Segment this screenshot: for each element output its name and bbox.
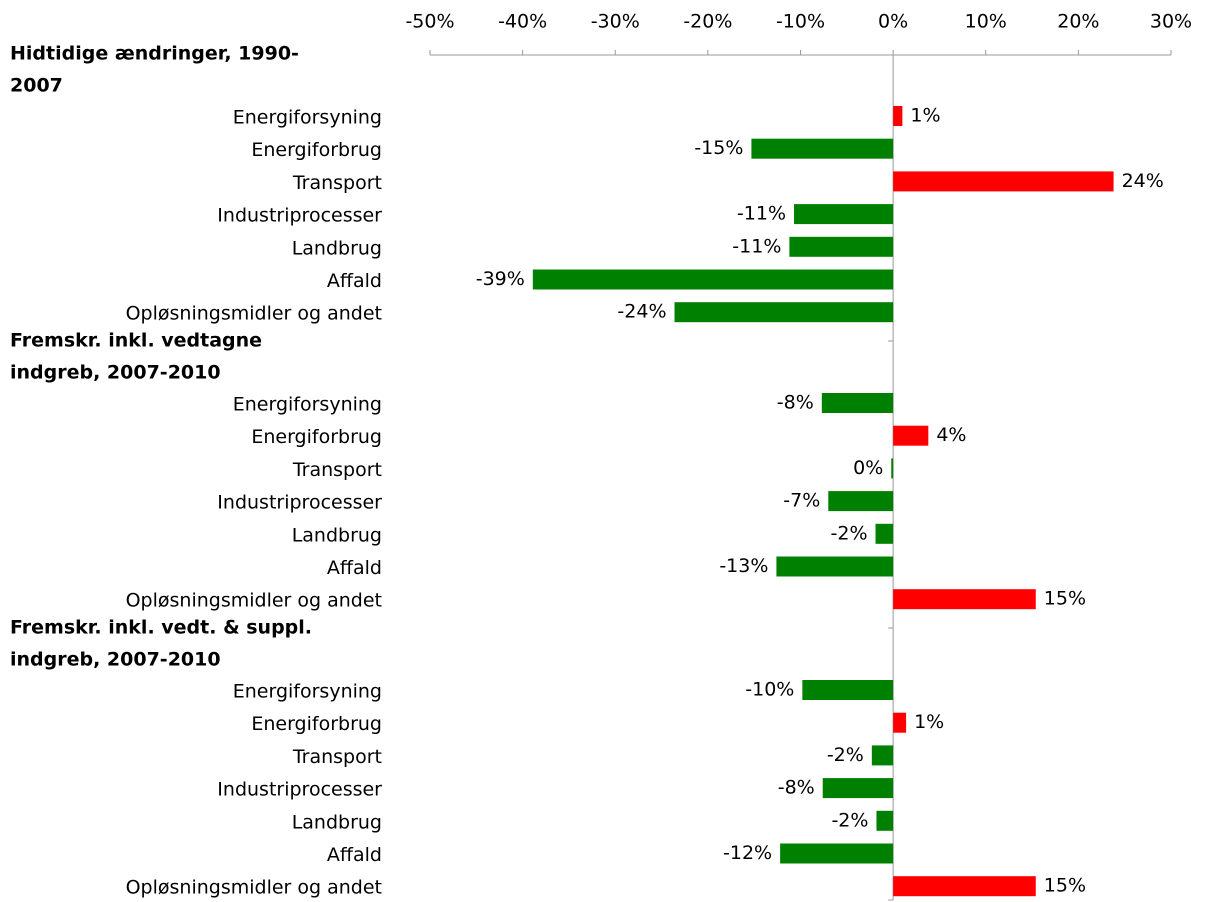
x-tick-label: -30% [591, 11, 640, 33]
value-label: -39% [476, 268, 525, 290]
value-label: -7% [783, 490, 820, 512]
bar [893, 712, 907, 733]
x-tick-label: -50% [405, 11, 454, 33]
value-label: -11% [737, 203, 786, 225]
category-label: Opløsningsmidler og andet [126, 303, 382, 325]
category-label: Energiforsyning [233, 681, 382, 703]
value-label: -11% [732, 235, 781, 257]
x-tick-label: 10% [965, 11, 1007, 33]
category-label: Transport [292, 172, 382, 194]
category-label: Landbrug [292, 524, 382, 546]
value-label: 1% [910, 105, 940, 127]
bar [893, 589, 1036, 610]
category-label: Affald [327, 270, 382, 292]
category-label: Opløsningsmidler og andet [126, 877, 382, 899]
value-label: -24% [617, 301, 666, 323]
category-label: Energiforbrug [251, 713, 382, 735]
bar [751, 138, 894, 159]
bar [891, 458, 894, 479]
x-tick-label: 20% [1057, 11, 1099, 33]
category-label: Energiforbrug [251, 139, 382, 161]
bar [871, 745, 894, 766]
category-label: Energiforsyning [233, 394, 382, 416]
group-title: indgreb, 2007-2010 [10, 649, 221, 671]
category-label: Industriprocesser [217, 492, 382, 514]
category-label: Transport [292, 459, 382, 481]
category-label: Affald [327, 844, 382, 866]
category-label: Affald [327, 557, 382, 579]
bar [893, 425, 929, 446]
category-label: Industriprocesser [217, 205, 382, 227]
value-label: -2% [827, 744, 864, 766]
group-title: Fremskr. inkl. vedtagne [10, 330, 262, 352]
value-label: 0% [853, 457, 883, 479]
bar [822, 778, 894, 799]
group-title: Fremskr. inkl. vedt. & suppl. [10, 617, 312, 639]
group-title: indgreb, 2007-2010 [10, 362, 221, 384]
category-label: Landbrug [292, 811, 382, 833]
category-label: Opløsningsmidler og andet [126, 590, 382, 612]
x-tick-label: -20% [683, 11, 732, 33]
value-label: -2% [831, 809, 868, 831]
value-label: -12% [723, 842, 772, 864]
category-label: Transport [292, 746, 382, 768]
value-label: 1% [914, 711, 944, 733]
x-tick-label: 30% [1150, 11, 1192, 33]
group-title: 2007 [10, 75, 63, 97]
value-label: 15% [1044, 875, 1086, 897]
bar [875, 523, 894, 544]
value-label: 24% [1122, 170, 1164, 192]
value-label: 15% [1044, 588, 1086, 610]
value-label: -15% [694, 137, 743, 159]
bar [893, 876, 1036, 897]
bar [532, 269, 894, 290]
bar [794, 204, 894, 225]
bar [780, 843, 894, 864]
bar [893, 106, 903, 126]
value-label: -10% [745, 679, 794, 701]
category-label: Energiforbrug [251, 426, 382, 448]
bar [789, 236, 894, 257]
bar [821, 393, 894, 413]
bar [776, 556, 894, 577]
bar [893, 171, 1114, 192]
bar [802, 680, 894, 700]
value-label: -2% [831, 522, 868, 544]
bar [828, 491, 894, 512]
category-label: Energiforsyning [233, 107, 382, 129]
value-label: -8% [777, 392, 814, 414]
value-label: -13% [719, 555, 768, 577]
bar [674, 302, 894, 323]
category-label: Landbrug [292, 237, 382, 259]
value-label: 4% [936, 424, 966, 446]
value-label: -8% [778, 777, 815, 799]
group-title: Hidtidige ændringer, 1990- [10, 43, 299, 65]
category-label: Industriprocesser [217, 779, 382, 801]
bar [876, 810, 894, 831]
x-tick-label: -10% [776, 11, 825, 33]
x-tick-label: 0% [878, 11, 908, 33]
x-tick-label: -40% [498, 11, 547, 33]
